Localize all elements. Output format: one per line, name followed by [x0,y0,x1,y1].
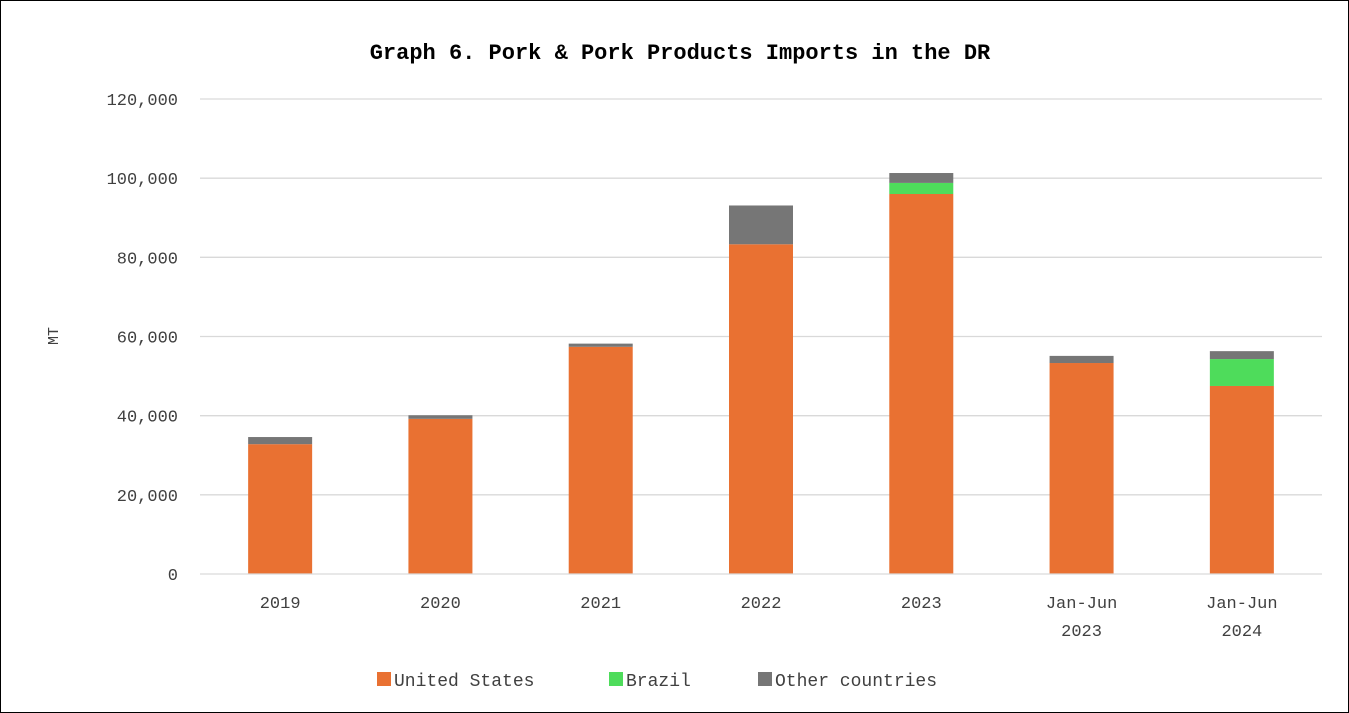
bar-brazil [889,182,954,194]
y-tick-label: 100,000 [107,171,178,190]
bar-other-countries [408,415,473,419]
legend-label-united-states: United States [394,672,534,692]
legend-label-other-countries: Other countries [775,672,937,692]
y-tick-label: 40,000 [117,409,178,428]
legend-swatch-brazil [609,672,623,686]
bar-other-countries [568,343,633,347]
x-tick-label: 2024 [1221,623,1262,642]
x-tick-label: 2023 [1061,623,1102,642]
y-tick-label: 20,000 [117,488,178,507]
bar-united-states [248,444,313,574]
chart-title: Graph 6. Pork & Pork Products Imports in… [370,41,991,66]
bar-series [248,173,1274,575]
x-tick-label: 2020 [420,595,461,614]
y-tick-label: 120,000 [107,92,178,111]
legend-swatch-other-countries [758,672,772,686]
legend-label-brazil: Brazil [626,672,691,692]
x-tick-label: 2022 [741,595,782,614]
bar-other-countries [729,205,793,245]
y-tick-label: 80,000 [117,250,178,269]
bar-united-states [1049,363,1114,574]
bar-united-states [568,346,633,574]
bar-united-states [408,418,473,574]
y-tick-label: 0 [168,567,178,586]
x-tick-label: Jan-Jun [1046,595,1117,614]
legend: United States Brazil Other countries [377,672,937,692]
x-tick-label: 2023 [901,595,942,614]
x-tick-label: 2021 [580,595,621,614]
bar-other-countries [248,437,313,445]
bar-united-states [729,244,793,575]
gridlines [200,98,1322,496]
x-tick-label: 2019 [260,595,301,614]
x-tick-label: Jan-Jun [1206,595,1277,614]
legend-swatch-united-states [377,672,391,686]
bar-united-states [1209,385,1274,574]
bar-other-countries [1209,351,1274,360]
x-axis-ticks: 2019 2020 2021 2022 2023 Jan-Jun 2023 Jan-Jun 20… [260,595,1278,642]
bar-brazil [1209,359,1274,386]
bar-other-countries [889,173,954,183]
bar-other-countries [1049,355,1114,364]
y-tick-label: 60,000 [117,330,178,349]
y-axis-label: MT [46,327,63,345]
bar-united-states [889,194,954,574]
y-axis-ticks: 0 20,000 40,000 60,000 80,000 100,000 120,000 [107,92,178,586]
